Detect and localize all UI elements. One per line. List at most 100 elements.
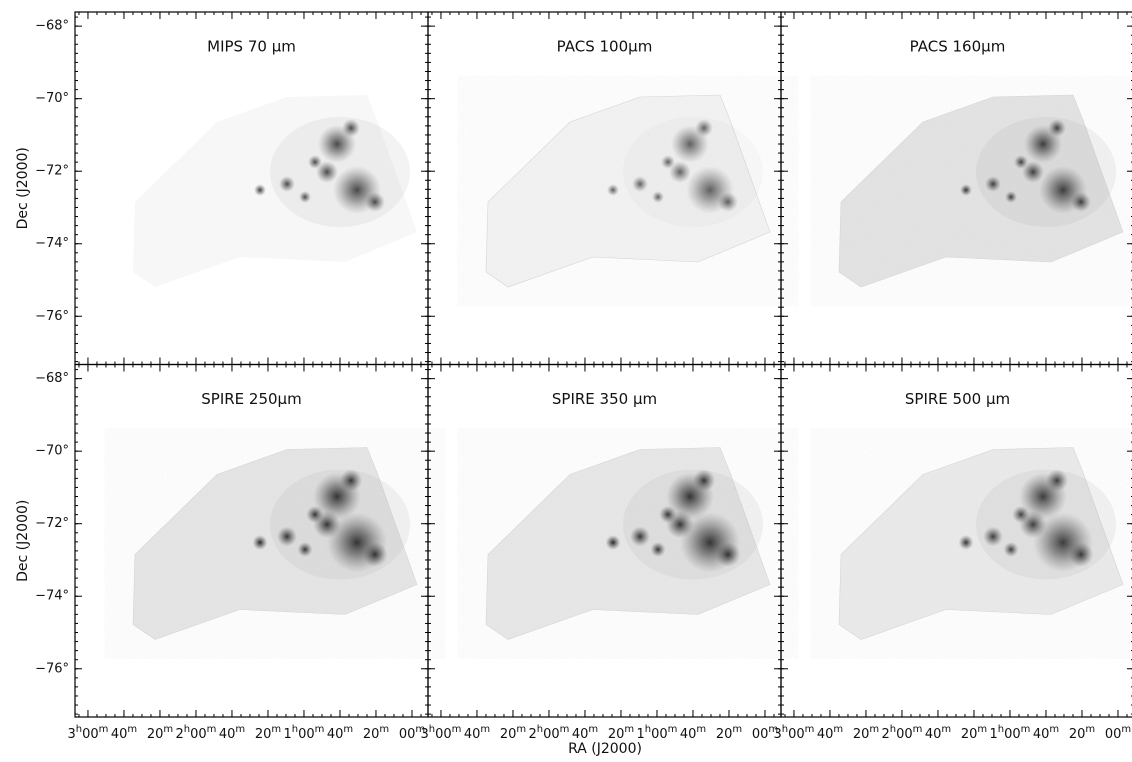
x-tick-label: 40m <box>680 724 706 742</box>
emission-blob <box>1071 192 1091 212</box>
x-tick-label: 20m <box>608 724 634 742</box>
y-tick-label: −74° <box>35 236 69 251</box>
emission-blob <box>669 161 691 183</box>
emission-blob <box>277 526 297 547</box>
panel: PACS 160μm <box>780 11 1132 366</box>
emission-halo <box>270 117 410 227</box>
y-axis-label: Dec (J2000) <box>15 147 31 229</box>
x-tick-label: 00m <box>752 724 778 742</box>
x-tick-label: 40m <box>925 724 951 742</box>
y-tick-label: −68° <box>35 371 69 386</box>
x-tick-label: 20m <box>853 724 879 742</box>
x-tick-label: 20m <box>1069 724 1095 742</box>
emission-blob <box>1012 505 1030 524</box>
y-tick-label: −68° <box>35 19 69 34</box>
emission-blob <box>342 119 360 137</box>
emission-blob <box>316 161 338 183</box>
x-tick-label: 20m <box>255 724 281 742</box>
emission-blob <box>652 191 664 203</box>
emission-blob <box>1048 119 1066 137</box>
emission-blob <box>960 184 972 196</box>
emission-halo <box>976 469 1116 580</box>
x-tick-label: 20m <box>363 724 389 742</box>
emission-blob <box>715 542 741 567</box>
emission-blob <box>983 526 1003 547</box>
emission-blob <box>1014 155 1028 169</box>
x-tick-label: 40m <box>111 724 137 742</box>
x-tick-label: 20m <box>147 724 173 742</box>
x-tick-label: 40m <box>817 724 843 742</box>
emission-blob <box>252 535 268 550</box>
x-tick-label: 40m <box>572 724 598 742</box>
x-tick-label: 1h00m <box>637 724 678 742</box>
emission-blob <box>299 191 311 203</box>
x-tick-label: 1h00m <box>990 724 1031 742</box>
emission-blob <box>1005 191 1017 203</box>
x-tick-label: 20m <box>716 724 742 742</box>
emission-blob <box>339 469 363 492</box>
emission-halo <box>976 117 1116 227</box>
panel-title: SPIRE 250μm <box>201 390 301 408</box>
emission-blob <box>695 119 713 137</box>
panel-title: PACS 160μm <box>910 38 1006 56</box>
y-tick-label: −76° <box>35 309 69 324</box>
emission-blob <box>692 469 716 492</box>
x-tick-label: 00m <box>399 724 425 742</box>
emission-blob <box>365 192 385 212</box>
y-axis-label: Dec (J2000) <box>15 500 31 582</box>
emission-blob <box>659 505 677 524</box>
emission-blob <box>650 542 666 557</box>
x-tick-label: 2h00m <box>176 724 217 742</box>
x-tick-label: 40m <box>464 724 490 742</box>
x-tick-label: 00m <box>1105 724 1131 742</box>
emission-blob <box>1022 161 1044 183</box>
emission-halo <box>270 469 410 580</box>
emission-blob <box>605 535 621 550</box>
emission-blob <box>632 176 648 192</box>
panel-title: MIPS 70 μm <box>207 38 296 56</box>
emission-blob <box>630 526 650 547</box>
emission-blob <box>661 155 675 169</box>
emission-blob <box>718 192 738 212</box>
y-tick-label: −74° <box>35 589 69 604</box>
x-tick-label: 3h00m <box>67 724 108 742</box>
emission-blob <box>362 542 388 567</box>
emission-blob <box>1045 469 1069 492</box>
x-tick-label: 40m <box>219 724 245 742</box>
emission-halo <box>623 469 763 580</box>
emission-blob <box>985 176 1001 192</box>
x-tick-label: 3h00m <box>420 724 461 742</box>
emission-blob <box>1068 542 1094 567</box>
x-tick-label: 20m <box>500 724 526 742</box>
emission-blob <box>254 184 266 196</box>
x-tick-label: 2h00m <box>529 724 570 742</box>
emission-blob <box>279 176 295 192</box>
x-tick-label: 40m <box>327 724 353 742</box>
y-tick-label: −72° <box>35 516 69 531</box>
x-tick-label: 3h00m <box>773 724 814 742</box>
y-tick-label: −72° <box>35 164 69 179</box>
x-tick-label: 1h00m <box>284 724 325 742</box>
emission-blob <box>306 505 324 524</box>
x-axis-label: RA (J2000) <box>568 741 642 757</box>
emission-blob <box>958 535 974 550</box>
panel-title: SPIRE 500 μm <box>905 390 1010 408</box>
emission-blob <box>308 155 322 169</box>
y-tick-label: −70° <box>35 444 69 459</box>
x-tick-label: 2h00m <box>882 724 923 742</box>
y-tick-label: −76° <box>35 661 69 676</box>
emission-blob <box>297 542 313 557</box>
emission-blob <box>607 184 619 196</box>
x-tick-label: 20m <box>961 724 987 742</box>
y-tick-label: −70° <box>35 91 69 106</box>
emission-blob <box>1003 542 1019 557</box>
x-tick-label: 40m <box>1033 724 1059 742</box>
panel: SPIRE 250μm−68°−70°−72°−74°−76°3h00m 40m 2… <box>15 363 429 742</box>
panel-title: PACS 100μm <box>557 38 653 56</box>
emission-halo <box>623 117 763 227</box>
panel-frame <box>780 363 1132 718</box>
panel-title: SPIRE 350 μm <box>552 390 657 408</box>
